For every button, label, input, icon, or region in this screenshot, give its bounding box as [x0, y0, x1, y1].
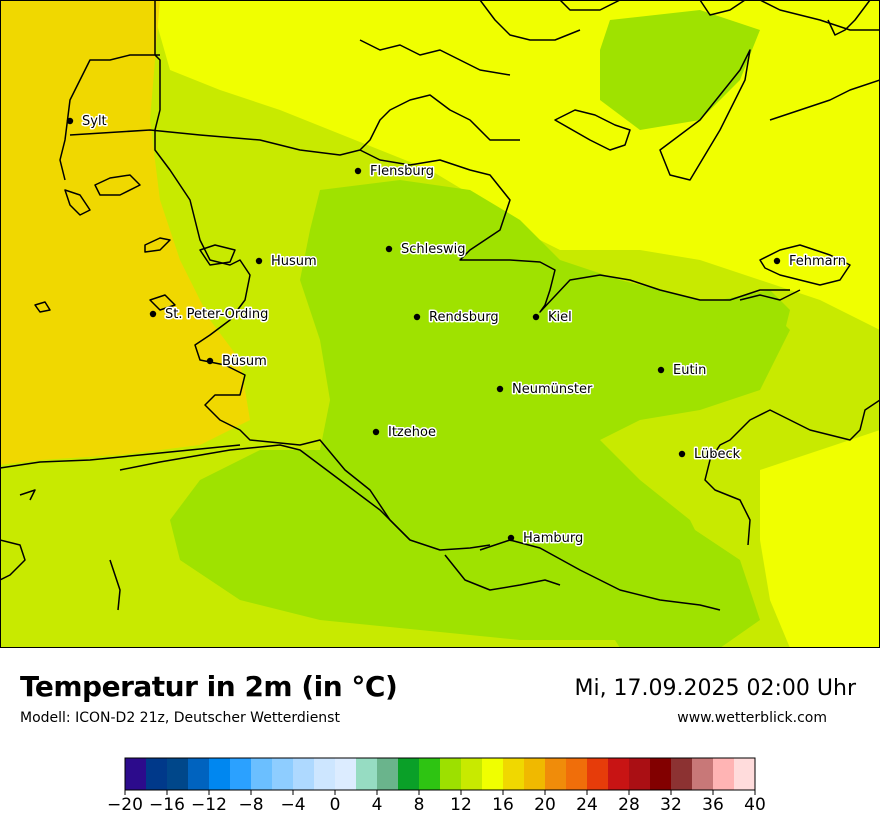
scale-color-bin: [167, 758, 189, 790]
city-label-flensburg: Flensburg: [370, 164, 434, 179]
city-itzehoe[interactable]: Itzehoe: [372, 424, 437, 442]
city-luebeck[interactable]: Lübeck: [678, 446, 742, 464]
scale-color-bin: [671, 758, 693, 790]
city-label-eutin: Eutin: [673, 363, 706, 378]
city-hamburg[interactable]: Hamburg: [507, 530, 585, 548]
temp-field-18-20: [0, 0, 250, 465]
city-schleswig[interactable]: Schleswig: [385, 241, 467, 259]
scale-color-bin: [398, 758, 420, 790]
city-husum[interactable]: Husum: [255, 253, 318, 271]
scale-tick-label: 40: [744, 795, 766, 815]
city-eutin[interactable]: Eutin: [657, 362, 708, 380]
scale-tick-label: −20: [107, 795, 143, 815]
scale-tick-label: −16: [149, 795, 185, 815]
city-neumuenster[interactable]: Neumünster: [496, 381, 594, 399]
scale-color-bin: [293, 758, 315, 790]
temp-field-16-18-east: [760, 430, 880, 648]
city-label-hamburg: Hamburg: [523, 531, 583, 546]
temp-field-12-14-se: [590, 520, 760, 648]
scale-color-bin: [335, 758, 357, 790]
city-label-husum: Husum: [271, 254, 317, 269]
scale-color-bin: [209, 758, 231, 790]
city-flensburg[interactable]: Flensburg: [354, 163, 435, 181]
scale-color-bin: [146, 758, 168, 790]
scale-tick-label: 8: [414, 795, 425, 815]
scale-tick-label: 24: [576, 795, 598, 815]
city-markers: Sylt Flensburg Schleswig Husum St. Peter…: [66, 113, 848, 548]
city-buesum[interactable]: Büsum: [206, 353, 268, 371]
scale-color-bin: [566, 758, 588, 790]
scale-tick-label: 0: [330, 795, 341, 815]
scale-tick-label: 16: [492, 795, 514, 815]
city-st-peter-ording[interactable]: St. Peter-Ording: [149, 306, 270, 324]
scale-color-bin: [482, 758, 504, 790]
scale-color-bin: [356, 758, 378, 790]
scale-tick-label: −8: [238, 795, 263, 815]
scale-tick-label: 28: [618, 795, 640, 815]
city-kiel[interactable]: Kiel: [532, 309, 573, 327]
city-label-sylt: Sylt: [82, 114, 107, 129]
city-label-st-peter-ording: St. Peter-Ording: [165, 307, 268, 322]
map-title: Temperatur in 2m (in °C): [20, 670, 398, 703]
scale-color-bin: [692, 758, 714, 790]
scale-color-bin: [188, 758, 210, 790]
temp-field-12-14-ne: [600, 10, 760, 130]
city-label-itzehoe: Itzehoe: [388, 425, 436, 440]
forecast-datetime: Mi, 17.09.2025 02:00 Uhr: [574, 676, 856, 701]
city-label-kiel: Kiel: [548, 310, 572, 325]
scale-color-bin: [629, 758, 651, 790]
city-label-fehmarn: Fehmarn: [789, 254, 846, 269]
website-link[interactable]: www.wetterblick.com: [677, 710, 827, 726]
scale-color-bin: [230, 758, 252, 790]
scale-color-bin: [734, 758, 756, 790]
scale-frame: [124, 757, 756, 791]
coastlines: [0, 0, 880, 611]
scale-tick-label: −4: [280, 795, 305, 815]
scale-tick-label: 12: [450, 795, 472, 815]
city-sylt[interactable]: Sylt: [66, 113, 108, 131]
city-label-buesum: Büsum: [222, 354, 267, 369]
scale-color-bin: [650, 758, 672, 790]
scale-color-bin: [314, 758, 336, 790]
scale-color-bin: [503, 758, 525, 790]
scale-color-bin: [419, 758, 441, 790]
city-label-neumuenster: Neumünster: [512, 382, 593, 397]
scale-color-bin: [524, 758, 546, 790]
city-label-luebeck: Lübeck: [694, 447, 741, 462]
scale-color-bin: [251, 758, 273, 790]
scale-color-bin: [587, 758, 609, 790]
temp-field-12-14-fehmarn: [715, 290, 790, 360]
city-rendsburg[interactable]: Rendsburg: [413, 309, 500, 327]
model-info: Modell: ICON-D2 21z, Deutscher Wetterdie…: [20, 710, 340, 726]
scale-color-bin: [713, 758, 735, 790]
scale-color-bin: [545, 758, 567, 790]
city-label-rendsburg: Rendsburg: [429, 310, 499, 325]
color-scale: −20 −16 −12 −8 −4 0 4 8 12 16 20 24 28 32 36 40: [0, 756, 880, 830]
scale-color-bin: [272, 758, 294, 790]
city-fehmarn[interactable]: Fehmarn: [773, 253, 848, 271]
scale-tick-label: 20: [534, 795, 556, 815]
scale-tick-label: 36: [702, 795, 724, 815]
scale-color-bin: [440, 758, 462, 790]
scale-tick-label: 4: [372, 795, 383, 815]
temperature-map: Sylt Flensburg Schleswig Husum St. Peter…: [0, 0, 880, 648]
scale-color-bin: [608, 758, 630, 790]
scale-color-bin: [125, 758, 147, 790]
scale-tick-label: 32: [660, 795, 682, 815]
scale-color-bin: [461, 758, 483, 790]
scale-tick-label: −12: [191, 795, 227, 815]
scale-color-bin: [377, 758, 399, 790]
city-label-schleswig: Schleswig: [401, 242, 466, 257]
